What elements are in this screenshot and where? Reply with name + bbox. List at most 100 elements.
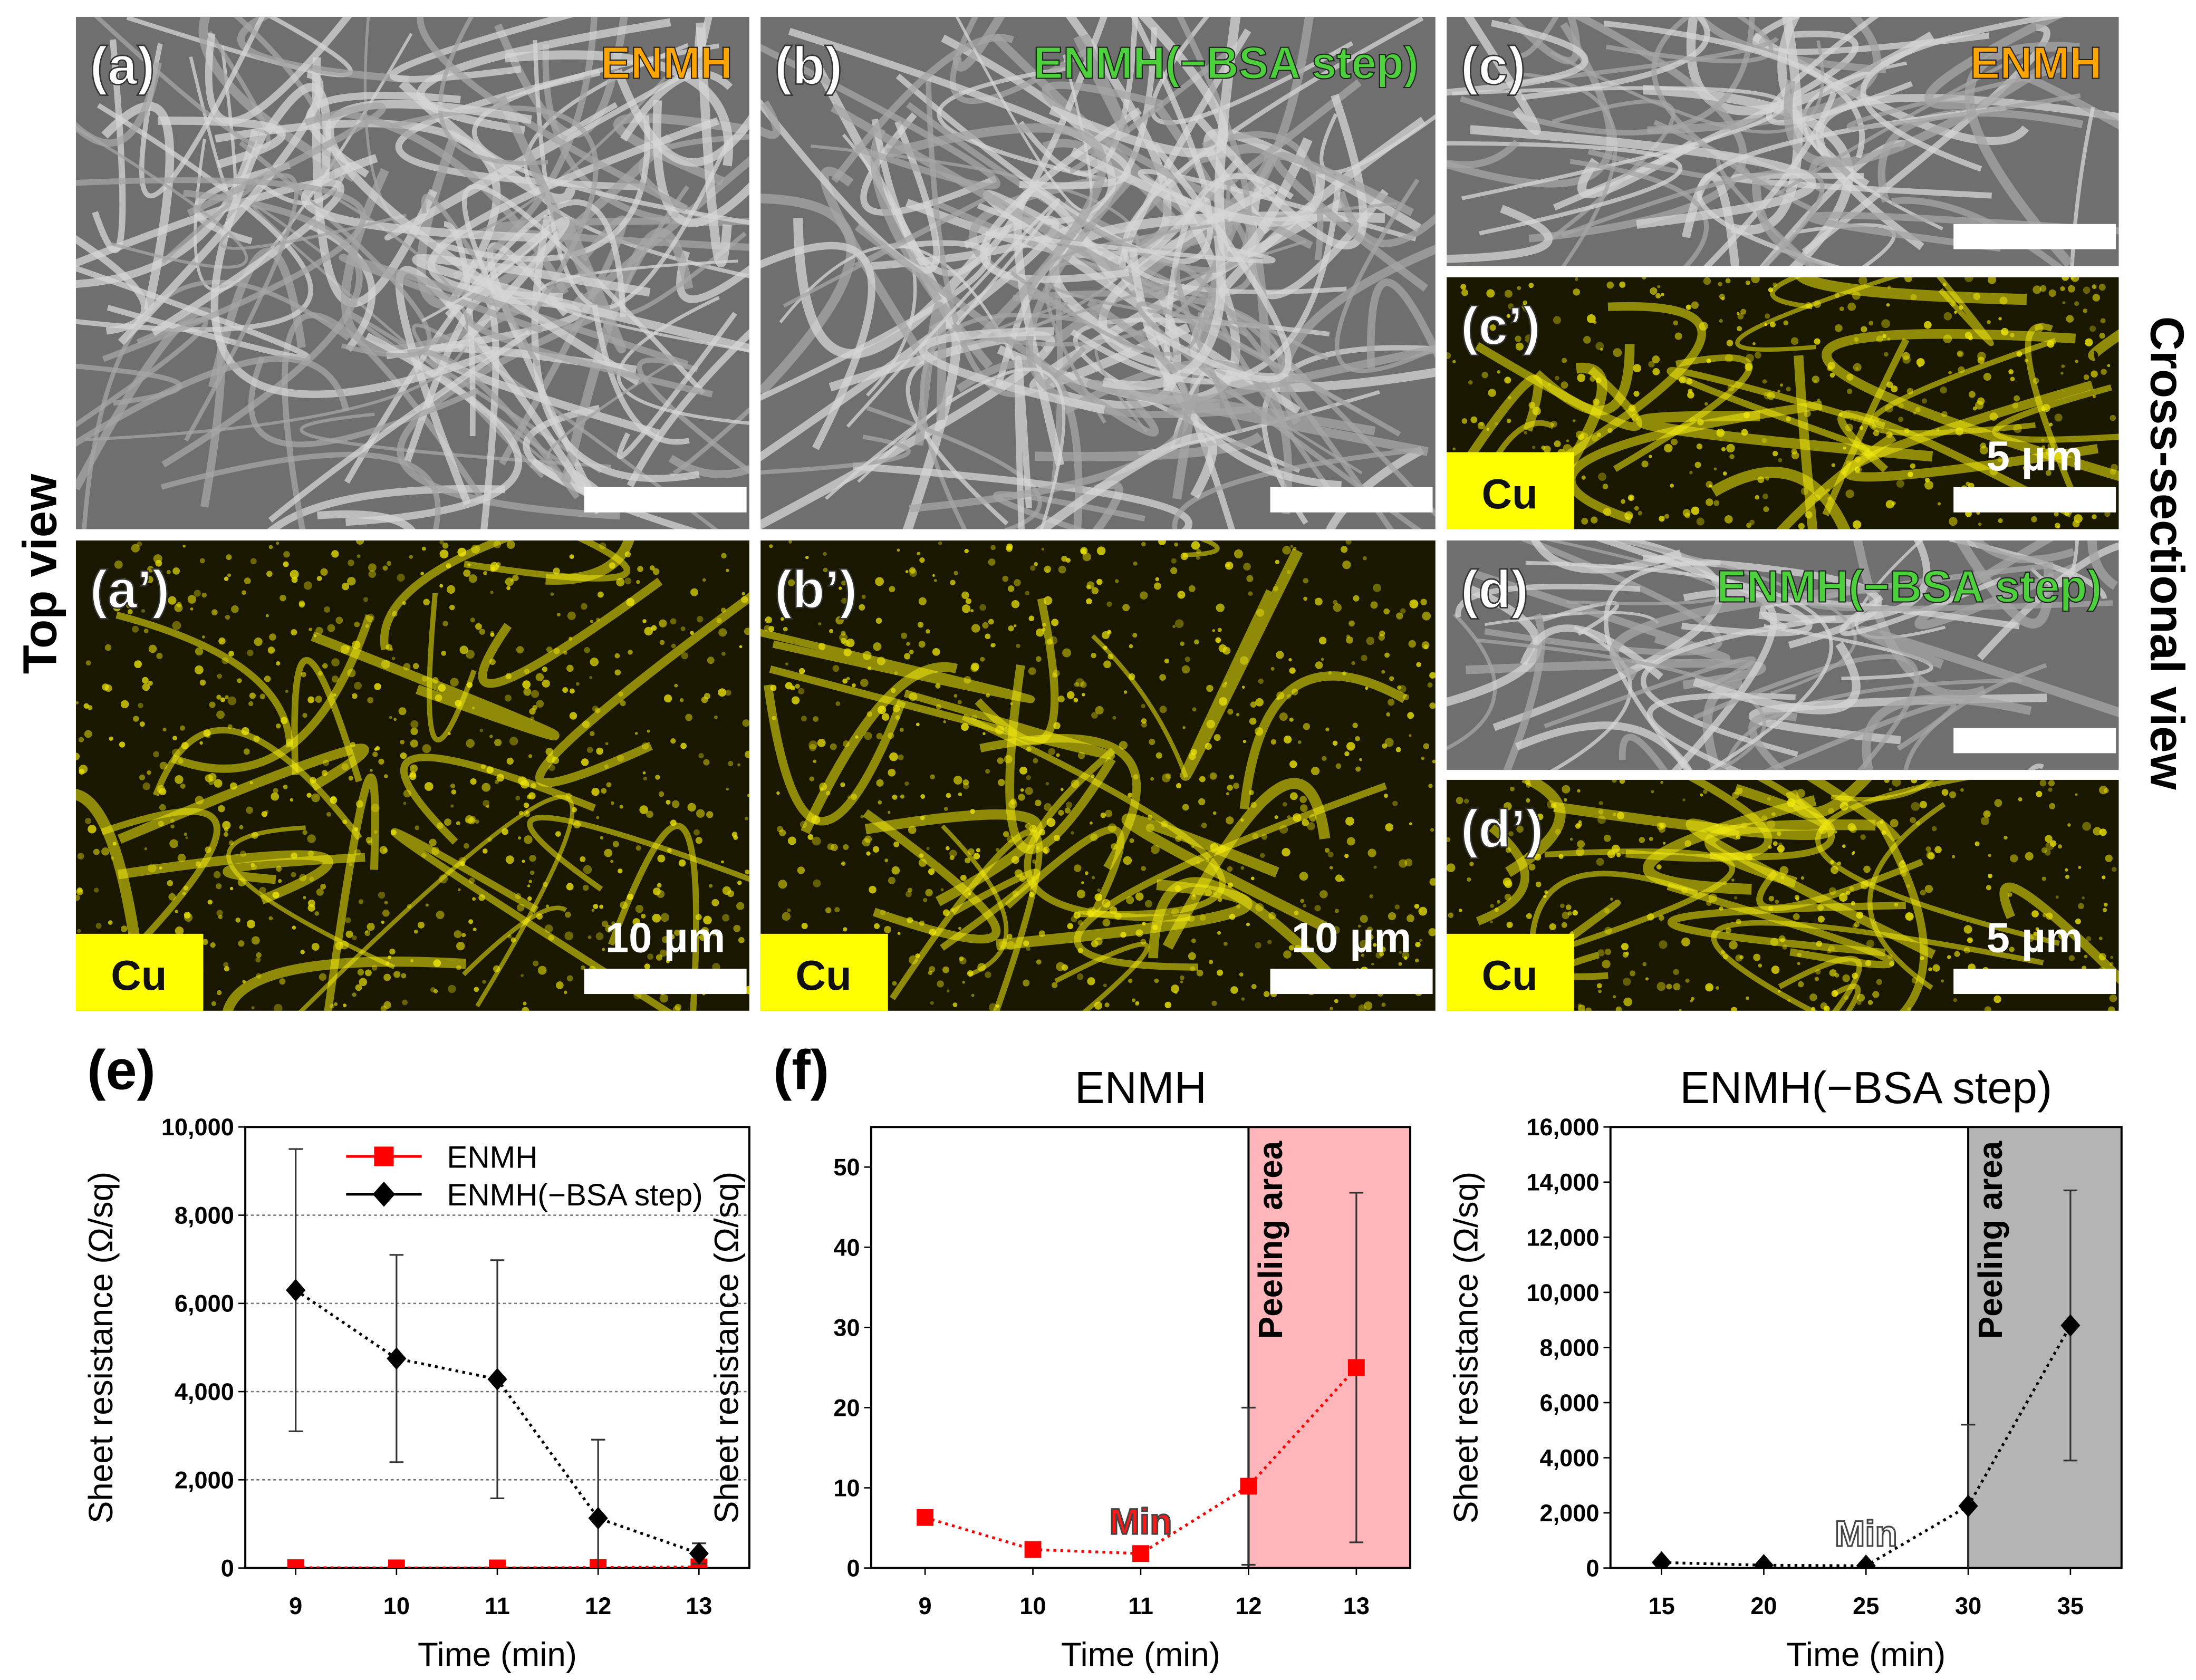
cu-signal [1229,774,1234,780]
cu-signal [1941,789,1949,796]
cu-fiber [1815,779,2060,946]
fiber [1049,16,1229,158]
cu-signal [1954,311,1958,314]
cu-signal [160,585,168,593]
cu-signal [345,917,351,923]
cu-signal [1924,321,1932,329]
cu-signal [2100,318,2106,324]
cu-fiber [478,577,663,688]
cu-signal [556,613,561,617]
cu-signal [804,583,808,586]
fiber [1464,16,1541,135]
cu-signal [960,874,967,881]
cu-signal [528,880,532,883]
fiber [627,329,749,488]
cu-signal [892,794,898,800]
cu-signal [306,793,312,798]
cu-signal [1902,352,1910,360]
cu-signal [229,886,234,891]
cu-signal [1388,699,1395,706]
cu-signal [1566,439,1569,442]
cu-signal [652,887,661,895]
cu-signal [1084,871,1089,875]
cu-signal [1713,467,1717,471]
fiber [1924,16,2064,110]
cu-signal [930,1001,934,1005]
cu-signal [709,884,713,888]
cu-signal [1581,517,1588,525]
cu-signal [98,573,102,577]
cu-signal [1645,977,1649,981]
cu-signal [1528,813,1534,818]
cu-signal [701,696,708,703]
cu-signal [1303,578,1308,584]
cu-signal [1086,584,1091,590]
cu-signal [1842,844,1846,848]
cu-signal [2112,866,2117,872]
cu-signal [785,662,788,666]
cu-signal [2092,284,2097,289]
cu-signal [308,900,315,907]
cu-signal [2048,289,2056,297]
cu-signal [1649,455,1652,458]
cu-signal [1625,951,1629,955]
cu-signal [367,697,374,703]
cu-signal [202,939,208,945]
cu-signal [358,899,364,904]
cu-signal [583,865,592,874]
cu-signal [504,694,512,702]
cu-signal [379,846,388,854]
cu-signal [1526,798,1530,803]
y-tick-label: 6,000 [175,1290,234,1317]
cu-signal [2058,844,2062,849]
cu-signal [2025,852,2034,861]
legend-label: ENMH [447,1140,537,1174]
cu-signal [139,774,146,780]
cu-signal [1398,962,1402,966]
cu-signal [1523,305,1530,312]
cu-signal [1729,454,1735,459]
cu-signal [400,752,407,759]
cu-signal [555,831,561,837]
cu-signal [980,656,985,662]
fiber [1366,278,1436,369]
cu-signal [1363,556,1367,561]
cu-signal [1227,785,1233,791]
cu-signal [1763,506,1769,513]
cu-fiber [1553,784,1835,841]
cu-signal [168,893,176,901]
cu-signal [797,866,805,874]
cu-signal [2045,835,2053,843]
side-label: Cross-sectional view [2141,316,2194,790]
cu-signal [331,658,340,667]
cu-signal [1554,440,1561,448]
cu-signal [133,716,139,722]
cu-signal [909,649,914,654]
cu-signal [413,930,418,934]
cu-signal [201,593,207,598]
cu-signal [587,935,592,939]
cu-signal [741,592,745,596]
cu-signal [1957,351,1962,356]
cu-signal [859,604,865,611]
legend-marker [372,1181,396,1207]
cu-signal [1778,458,1783,462]
fiber [1525,561,1833,770]
cu-signal [1171,558,1177,564]
cu-signal [884,925,891,933]
cu-signal [283,551,290,558]
fiber [937,66,1107,182]
fiber [906,358,1009,526]
cu-signal [246,920,256,929]
cu-signal [522,680,531,689]
cu-signal [928,868,935,875]
cu-fiber [380,540,512,651]
cu-signal [1345,817,1354,826]
cu-signal [475,623,482,630]
cu-signal [718,628,727,637]
cu-signal [742,719,749,727]
fiber [1092,480,1123,529]
cu-signal [468,574,477,583]
cu-signal [523,1001,527,1006]
